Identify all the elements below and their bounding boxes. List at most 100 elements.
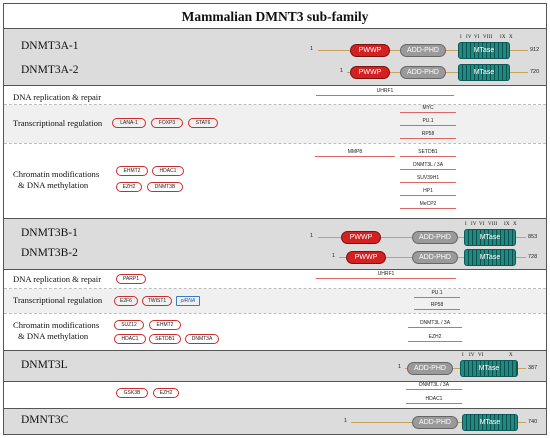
dnmt3l-mtase-label: MTase [478,365,500,372]
partner-e2f6: E2F6 [114,296,138,306]
dnmt3b-1-start: 1 [310,233,314,239]
dnmt3a-1-start: 1 [310,46,314,52]
partner-line-suv39h1: SUV39H1 [400,175,456,183]
partner-line-hdac1-l: HDAC1 [406,396,462,404]
partner-foxp3: FOXP3 [151,118,183,128]
partner-line-mecp2: MeCP2 [400,201,456,209]
partner-parp1: PARP1 [116,274,146,284]
partner-line-rp58: RP58 [400,131,456,139]
dnmt3a-motif-i: I [460,35,462,40]
dnmt3b-motif-iv: IV [471,222,477,227]
dnmt3a-2-add-domain: ADD-PHD [400,66,446,79]
dnmt3b-motif-ix: IX [504,222,510,227]
category-chromatin-2: & DNA methylation [18,180,89,190]
isoform-label-dmnt3c: DMNT3C [21,414,69,426]
partner-dnmt3b: DNMT3B [147,182,183,192]
category-chromatin-2-b: & DNA methylation [18,331,89,341]
partner-line-myc: MYC [400,105,456,113]
dnmt3b-1-add-domain: ADD-PHD [412,231,458,244]
dnmt3a-1-mtase-domain: MTase [458,42,510,59]
dnmt3b-1-mtase-label: MTase [479,234,501,241]
partner-line-mmp8: MMP8 [315,149,395,157]
partner-line-dnmt3l-3a: DNMT3L / 3A [400,162,456,170]
dnmt3b-motif-x: X [513,222,517,227]
dnmt3b-motif-viii: VIII [488,222,498,227]
dmnt3c-add-domain: ADD-PHD [412,416,458,429]
dnmt3a-1-end: 912 [530,47,540,53]
isoform-label-dnmt3l: DNMT3L [21,359,68,371]
dnmt3a-2-end: 720 [530,69,540,75]
partner-line-ezh2-b: EZH2 [408,334,462,342]
dmnt3c-end: 740 [528,419,538,425]
dnmt3a-transcr-stripe [4,105,546,143]
partner-line-hp1: HP1 [400,188,456,196]
dnmt3a-motif-x: X [509,35,513,40]
dnmt3a-2-mtase-domain: MTase [458,64,510,81]
dnmt3a-motif-iv: IV [466,35,472,40]
category-dna-replication-b: DNA replication & repair [13,274,102,284]
partner-line-dnmt3l-3a-b: DNMT3L / 3A [408,320,462,328]
category-chromatin-1-b: Chromatin modifications [13,320,100,330]
partner-gsk3b: GSK3B [116,388,148,398]
dnmt3a-1-mtase-label: MTase [473,47,495,54]
dnmt3l-band [4,350,546,382]
partner-hdac1-b: HDAC1 [114,334,146,344]
dnmt3b-1-mtase-domain: MTase [464,229,516,246]
divider [4,104,546,105]
partner-line-dnmt3l-3a-l: DNMT3L / 3A [406,382,462,390]
dnmt3b-2-start: 1 [332,253,336,259]
category-dna-replication: DNA replication & repair [13,92,102,102]
dnmt3a-motif-viii: VIII [483,35,493,40]
partner-line-pu1: PU.1 [400,118,456,126]
partner-line-rp58-b: RP58 [414,302,460,310]
dnmt3a-1-add-domain: ADD-PHD [400,44,446,57]
dnmt3l-motif-x: X [509,353,513,358]
partner-hdac1: HDAC1 [152,166,184,176]
dnmt3a-motif-vi: VI [474,35,480,40]
divider [4,313,546,314]
dmnt3c-mtase-domain: MTase [462,414,518,431]
category-transcriptional-b: Transcriptional regulation [13,295,103,305]
partner-stat6: STAT6 [188,118,218,128]
divider [4,143,546,144]
dnmt3a-band [4,29,546,86]
dnmt3b-2-pwwp-domain: PWWP [346,251,386,264]
isoform-label-dnmt3b-2: DNMT3B-2 [21,247,78,259]
dnmt3l-add-domain: ADD-PHD [407,362,453,375]
isoform-label-dnmt3b-1: DNMT3B-1 [21,227,78,239]
dnmt3a-2-pwwp-domain: PWWP [350,66,390,79]
partner-lana-1: LANA-1 [112,118,146,128]
dnmt3a-1-pwwp-domain: PWWP [350,44,390,57]
dmnt3c-start: 1 [344,418,348,424]
figure-frame: Mammalian DMNT3 sub-family DNMT3A-1 DNMT… [3,3,547,435]
category-chromatin-1: Chromatin modifications [13,169,100,179]
dnmt3a-2-mtase-label: MTase [473,69,495,76]
partner-ehmt2-b: EHMT2 [149,320,181,330]
partner-dnmt3a-b: DNMT3A [185,334,219,344]
dmnt3c-mtase-label: MTase [479,419,501,426]
partner-ezh2-l: EZH2 [153,388,179,398]
figure-title: Mammalian DMNT3 sub-family [4,4,546,29]
dnmt3l-motif-vi: VI [478,353,484,358]
divider [4,288,546,289]
dnmt3b-2-end: 728 [528,254,538,260]
dnmt3b-2-mtase-label: MTase [479,254,501,261]
dnmt3b-motif-vi: VI [479,222,485,227]
dnmt3l-mtase-domain: MTase [460,360,518,377]
dnmt3l-start: 1 [398,364,402,370]
partner-line-pu1-b: PU.1 [414,290,460,298]
dnmt3b-motif-i: I [465,222,467,227]
partner-line-uhrf1-b: UHRF1 [316,271,456,279]
partner-setdb1-b: SETDB1 [149,334,181,344]
dnmt3l-motif-iv: IV [469,353,475,358]
isoform-label-dnmt3a-2: DNMT3A-2 [21,64,79,76]
partner-line-uhrf1: UHRF1 [316,88,454,96]
dnmt3l-end: 387 [528,365,538,371]
dnmt3b-1-pwwp-domain: PWWP [341,231,381,244]
dnmt3a-2-start: 1 [340,68,344,74]
partner-suz12: SUZ12 [114,320,144,330]
dnmt3b-2-add-domain: ADD-PHD [412,251,458,264]
partner-ehmt2: EHMT2 [116,166,148,176]
category-transcriptional: Transcriptional regulation [13,118,103,128]
partner-twist1: TWIST1 [142,296,172,306]
